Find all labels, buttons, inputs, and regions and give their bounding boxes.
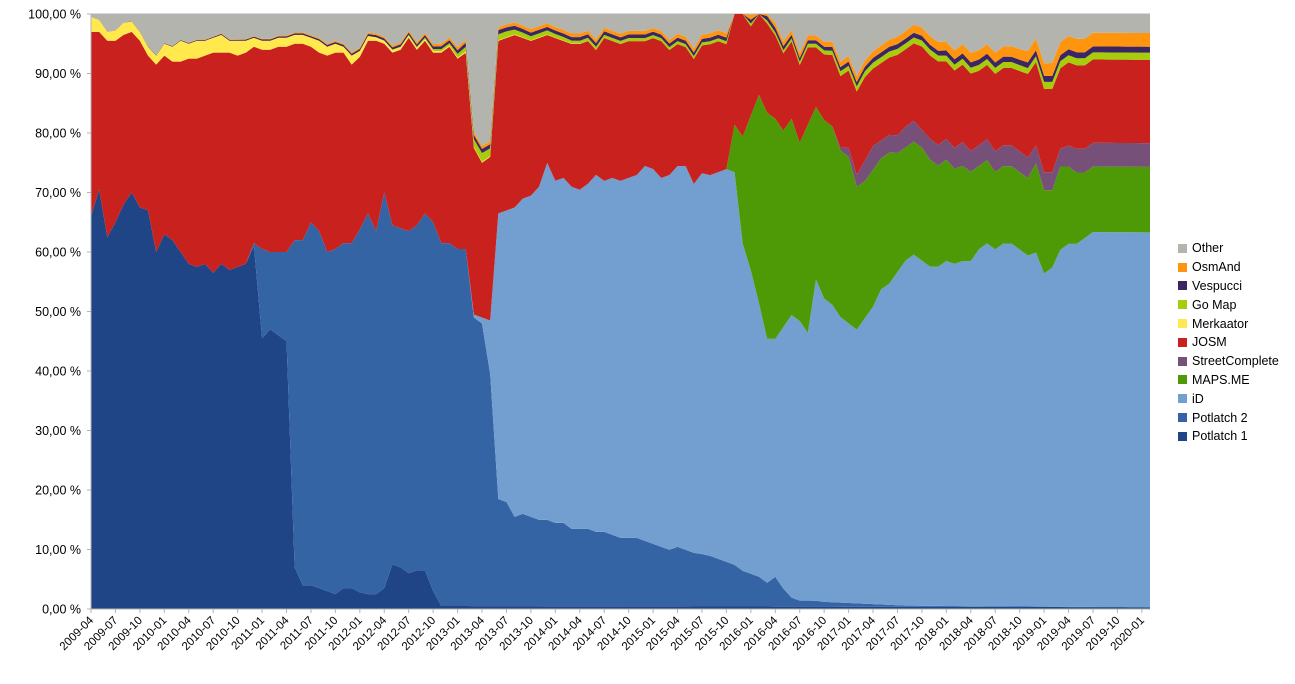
y-tick-label: 30,00 % (35, 424, 81, 438)
legend-label: Go Map (1192, 297, 1237, 312)
y-tick-label: 90,00 % (35, 67, 81, 81)
legend-swatch (1178, 281, 1187, 291)
legend-label: Vespucci (1192, 278, 1243, 293)
legend-item-osmand: OsmAnd (1178, 258, 1279, 277)
legend-label: OsmAnd (1192, 260, 1241, 275)
area-other (91, 14, 1150, 146)
legend-label: Potlatch 1 (1192, 429, 1248, 444)
y-tick-label: 20,00 % (35, 484, 81, 498)
legend-swatch (1178, 262, 1187, 272)
legend-label: StreetComplete (1192, 354, 1279, 369)
legend-swatch (1178, 337, 1187, 347)
y-axis: 0,00 % 10,00 % 20,00 % 30,00 % 40,00 % 50,00 … (28, 8, 81, 617)
legend-label: Potlatch 2 (1192, 410, 1248, 425)
legend-label: Merkaator (1192, 316, 1249, 331)
legend-item-other: Other (1178, 239, 1279, 258)
legend-label: Other (1192, 241, 1224, 256)
y-tick-label: 80,00 % (35, 127, 81, 141)
y-tick-label: 100,00 % (28, 8, 81, 22)
area-josm (91, 14, 1150, 321)
area-osmand (91, 14, 1150, 149)
area-streetcomplete (91, 94, 1150, 321)
legend-item-go-map: Go Map (1178, 295, 1279, 314)
area-potlatch-2 (91, 189, 1150, 608)
legend-label: JOSM (1192, 335, 1227, 350)
legend-item-vespucci: Vespucci (1178, 277, 1279, 296)
legend-label: iD (1192, 391, 1204, 406)
legend-swatch (1178, 394, 1187, 404)
y-tick-label: 50,00 % (35, 305, 81, 319)
legend-swatch (1178, 431, 1187, 441)
legend-swatch (1178, 375, 1187, 385)
area-maps-me (91, 94, 1150, 339)
legend: Other OsmAnd Vespucci Go Map Merkaator JOSM St… (1178, 239, 1279, 446)
legend-item-id: iD (1178, 389, 1279, 408)
area-go-map (91, 14, 1150, 162)
area-series (90, 14, 1150, 610)
area-potlatch-1 (91, 189, 1150, 609)
legend-label: MAPS.ME (1192, 372, 1250, 387)
legend-item-maps-me: MAPS.ME (1178, 371, 1279, 390)
y-tick-label: 60,00 % (35, 246, 81, 260)
legend-swatch (1178, 300, 1187, 310)
area-id (91, 162, 1150, 608)
y-tick-label: 0,00 % (42, 603, 81, 617)
legend-swatch (1178, 356, 1187, 366)
legend-item-potlatch-2: Potlatch 2 (1178, 408, 1279, 427)
legend-item-potlatch-1: Potlatch 1 (1178, 427, 1279, 446)
y-tick-label: 10,00 % (35, 543, 81, 557)
y-tick-label: 40,00 % (35, 365, 81, 379)
legend-item-merkaator: Merkaator (1178, 314, 1279, 333)
legend-item-josm: JOSM (1178, 333, 1279, 352)
legend-swatch (1178, 413, 1187, 423)
x-axis: 2009-042009-072009-102010-012010-042010-… (58, 609, 1147, 653)
legend-swatch (1178, 243, 1187, 253)
y-tick-label: 70,00 % (35, 186, 81, 200)
legend-item-streetcomplete: StreetComplete (1178, 352, 1279, 371)
legend-swatch (1178, 319, 1187, 329)
